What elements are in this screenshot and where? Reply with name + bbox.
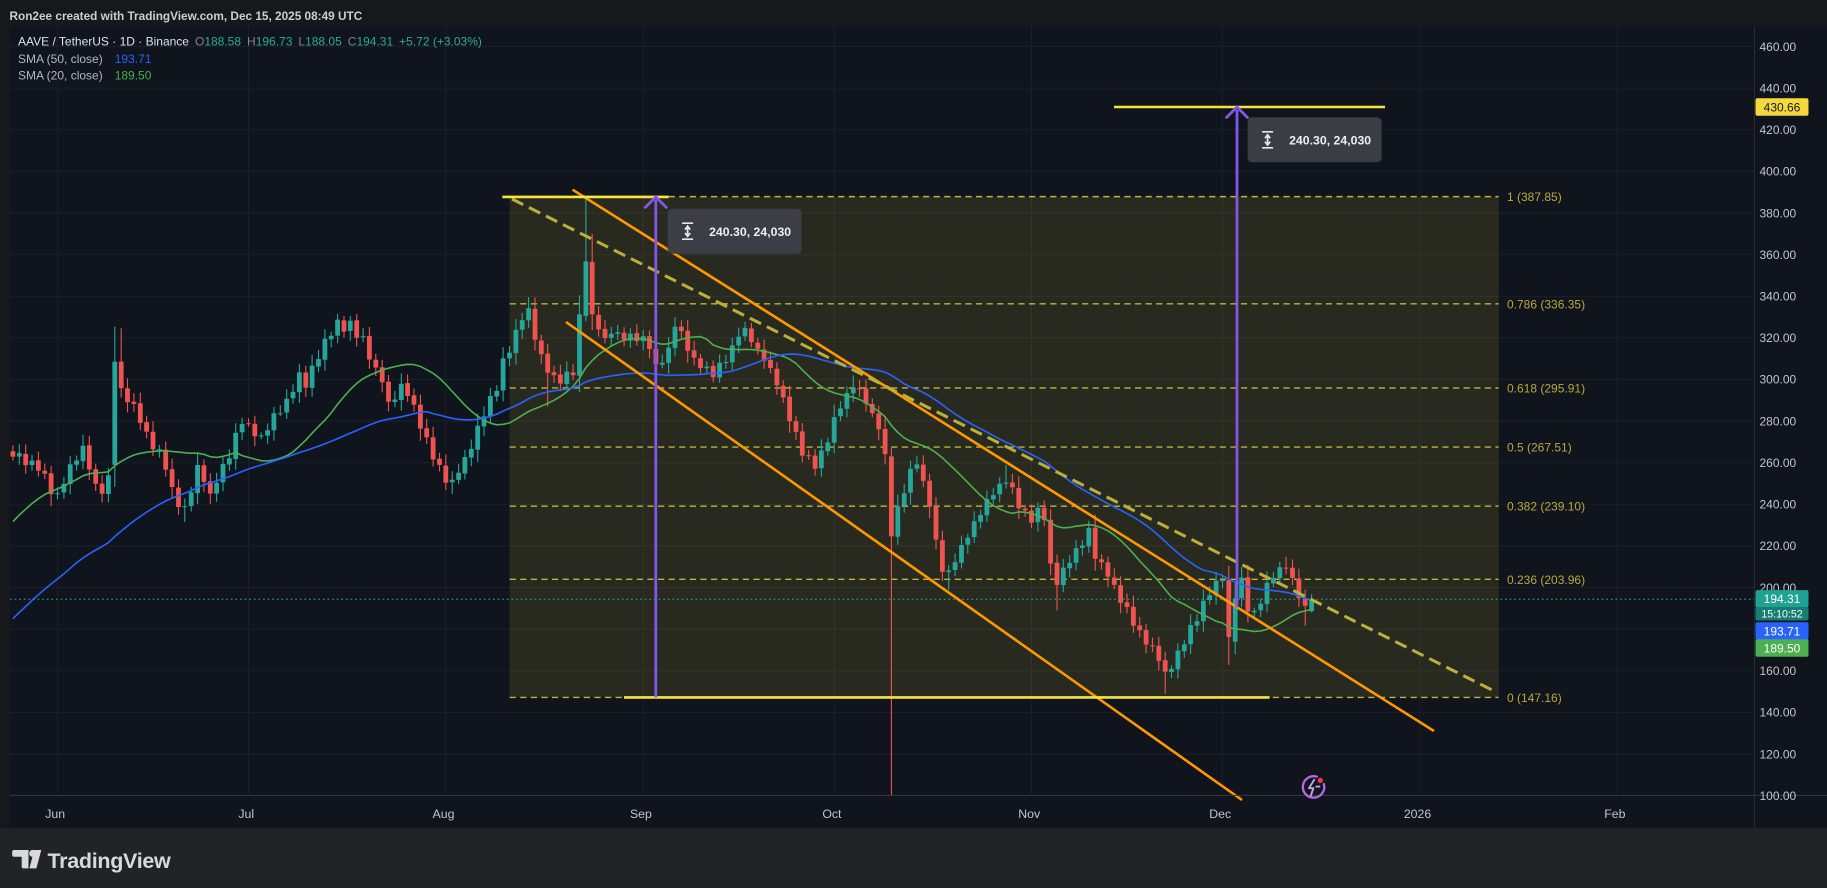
svg-text:Aug: Aug	[433, 807, 455, 821]
svg-text:SMA (20, close)189.50: SMA (20, close) 189.50	[18, 69, 152, 83]
svg-text:420.00: 420.00	[1760, 123, 1797, 137]
svg-text:360.00: 360.00	[1760, 248, 1797, 262]
svg-text:Jun: Jun	[45, 807, 65, 821]
svg-text:280.00: 280.00	[1760, 414, 1797, 428]
svg-text:240.30, 24,030: 240.30, 24,030	[709, 225, 791, 239]
svg-text:Feb: Feb	[1604, 807, 1625, 821]
svg-text:340.00: 340.00	[1760, 290, 1797, 304]
svg-text:AAVE / TetherUS · 1D · Binance: AAVE / TetherUS · 1D · Binance O188.58 H19…	[18, 35, 482, 49]
svg-text:194.31: 194.31	[1764, 592, 1801, 606]
svg-text:Ron2ee created with TradingVie: Ron2ee created with TradingView.com, Dec…	[10, 9, 363, 23]
svg-text:0.5 (267.51): 0.5 (267.51)	[1507, 441, 1572, 455]
svg-text:0.786 (336.35): 0.786 (336.35)	[1507, 297, 1585, 311]
svg-text:Oct: Oct	[822, 807, 842, 821]
svg-text:15:10:52: 15:10:52	[1761, 609, 1802, 621]
svg-text:120.00: 120.00	[1760, 747, 1797, 761]
svg-text:TradingView: TradingView	[48, 849, 172, 873]
svg-text:260.00: 260.00	[1760, 456, 1797, 470]
svg-text:193.71: 193.71	[1764, 624, 1801, 638]
svg-text:1 (387.85): 1 (387.85)	[1507, 190, 1562, 204]
svg-text:240.00: 240.00	[1760, 498, 1797, 512]
svg-text:Dec: Dec	[1209, 807, 1231, 821]
svg-text:Jul: Jul	[238, 807, 254, 821]
svg-text:0.618 (295.91): 0.618 (295.91)	[1507, 382, 1585, 396]
svg-text:160.00: 160.00	[1760, 664, 1797, 678]
svg-text:0.236 (203.96): 0.236 (203.96)	[1507, 573, 1585, 587]
svg-text:440.00: 440.00	[1760, 81, 1797, 95]
svg-text:380.00: 380.00	[1760, 206, 1797, 220]
svg-text:Sep: Sep	[630, 807, 652, 821]
svg-text:220.00: 220.00	[1760, 539, 1797, 553]
svg-text:430.66: 430.66	[1764, 100, 1801, 114]
svg-text:SMA (50, close)193.71: SMA (50, close) 193.71	[18, 52, 152, 66]
svg-text:100.00: 100.00	[1760, 789, 1797, 803]
svg-text:300.00: 300.00	[1760, 373, 1797, 387]
svg-text:400.00: 400.00	[1760, 165, 1797, 179]
svg-text:2026: 2026	[1404, 807, 1432, 821]
svg-text:0 (147.16): 0 (147.16)	[1507, 691, 1562, 705]
svg-text:320.00: 320.00	[1760, 331, 1797, 345]
svg-text:189.50: 189.50	[1764, 641, 1801, 655]
svg-text:460.00: 460.00	[1760, 40, 1797, 54]
svg-text:Nov: Nov	[1018, 807, 1041, 821]
svg-text:140.00: 140.00	[1760, 706, 1797, 720]
svg-text:0.382 (239.10): 0.382 (239.10)	[1507, 500, 1585, 514]
svg-text:240.30, 24,030: 240.30, 24,030	[1289, 134, 1371, 148]
